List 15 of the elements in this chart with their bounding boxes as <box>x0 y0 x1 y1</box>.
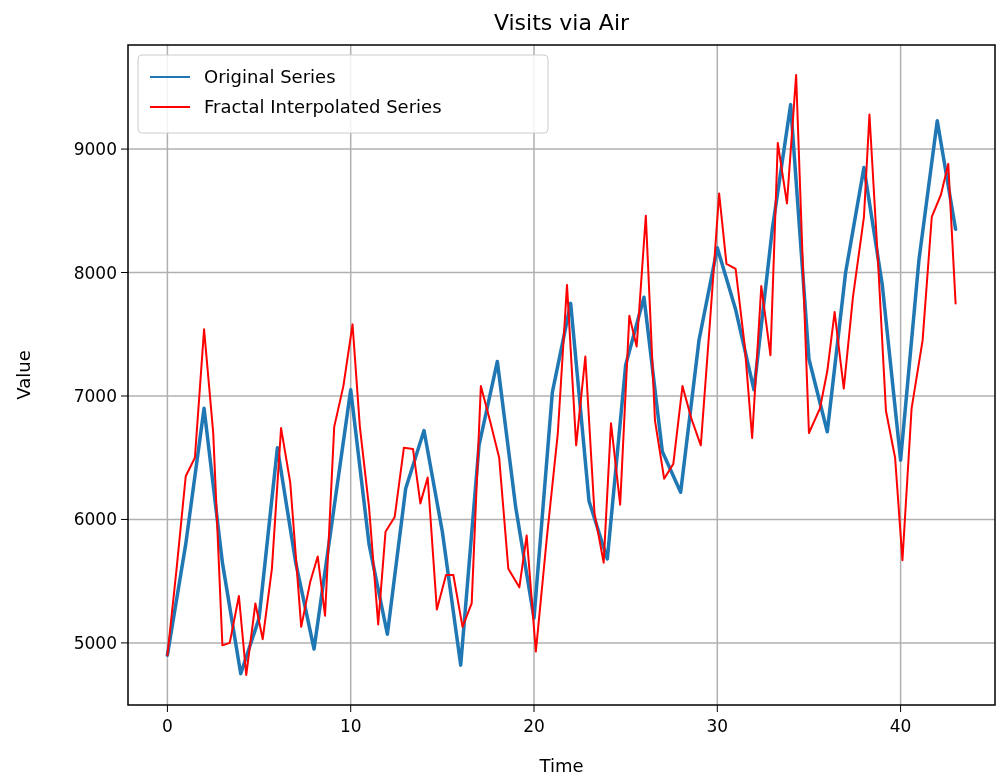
x-tick-label: 40 <box>889 716 912 736</box>
y-axis-title: Value <box>13 350 34 400</box>
y-tick-label: 7000 <box>73 385 117 406</box>
y-tick-label: 6000 <box>73 509 117 530</box>
y-tick-label: 8000 <box>73 262 117 283</box>
x-tick-label: 20 <box>523 716 545 736</box>
y-tick-label: 5000 <box>73 632 117 653</box>
chart-title: Visits via Air <box>493 10 631 35</box>
legend-label: Original Series <box>204 66 336 87</box>
x-tick-label: 0 <box>162 716 173 736</box>
x-tick-label: 30 <box>706 716 729 736</box>
y-tick-label: 9000 <box>73 139 117 160</box>
legend-label: Fractal Interpolated Series <box>204 96 442 117</box>
x-tick-label: 10 <box>339 716 362 736</box>
x-axis-title: Time <box>538 755 584 776</box>
